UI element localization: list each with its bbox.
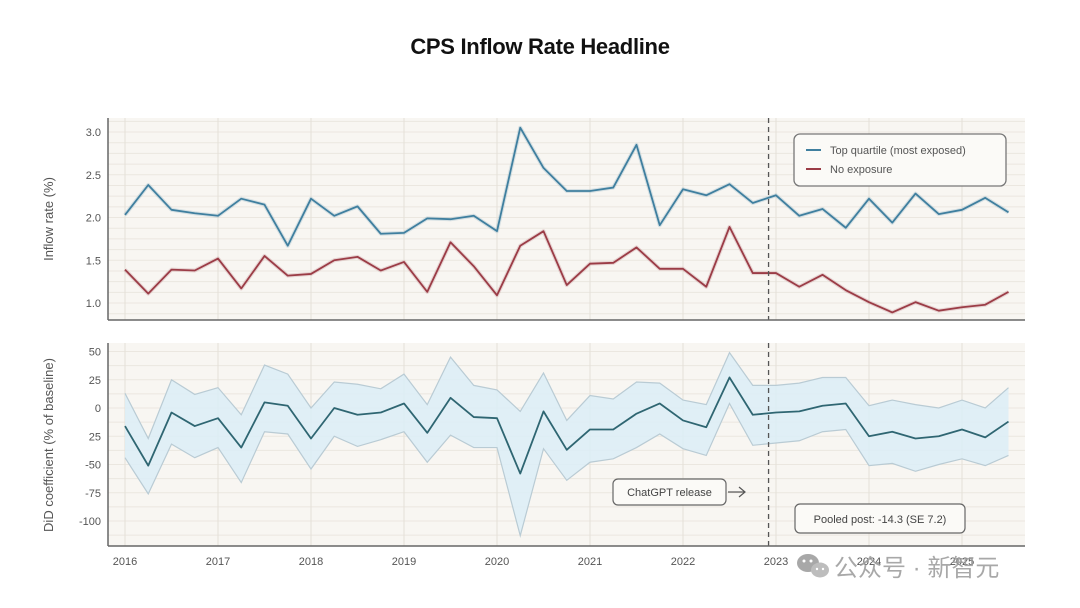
x-tick-label: 2016 (113, 556, 137, 568)
legend-label-top-quartile: Top quartile (most exposed) (830, 145, 966, 157)
pooled-post-box (794, 503, 966, 534)
watermark-text: 公众号 · 新智元 (834, 555, 999, 582)
top-y-tick-label: 2.5 (86, 170, 101, 182)
x-tick-label: 2017 (206, 556, 230, 568)
bottom-y-tick-label: -100 (79, 516, 101, 528)
x-tick-label: 2020 (485, 556, 509, 568)
top-y-tick-label: 3.0 (86, 127, 101, 139)
top-y-axis-label: Inflow rate (%) (41, 177, 56, 261)
legend-box (793, 133, 1007, 187)
legend-label-no-exposure: No exposure (830, 164, 892, 176)
chart-title: CPS Inflow Rate Headline (410, 34, 670, 59)
bottom-y-tick-label: 25 (89, 375, 101, 387)
pooled-post-annotation: Pooled post: -14.3 (SE 7.2) (794, 503, 966, 534)
watermark: 公众号 · 新智元 (797, 554, 999, 582)
top-y-tick-label: 2.0 (86, 213, 101, 225)
bottom-y-tick-label: -50 (85, 460, 101, 472)
chatgpt-release-annotation: ChatGPT release (612, 478, 746, 506)
top-panel: 1.0 1.5 2.0 2.5 3.0 Inflow rate (%) Top quar… (41, 118, 1025, 321)
bottom-y-axis-label: DiD coefficient (% of baseline) (41, 358, 56, 532)
x-ticks: 2016 2017 2018 2019 2020 2021 2022 2023 2024 2025 (113, 556, 974, 568)
top-series (123, 125, 1010, 315)
bottom-y-tick-label: -75 (85, 488, 101, 500)
x-tick-label: 2025 (950, 556, 974, 568)
confidence-band (125, 352, 1009, 536)
x-tick-label: 2018 (299, 556, 323, 568)
bottom-y-ticks: 50 25 0 25 -50 -75 -100 (79, 347, 101, 529)
chatgpt-release-box (612, 478, 727, 506)
arrow-right-icon (728, 486, 746, 498)
bottom-series (124, 351, 1010, 539)
top-y-tick-label: 1.5 (86, 255, 101, 267)
legend: Top quartile (most exposed) No exposure (793, 133, 1007, 187)
pooled-post-label: Pooled post: -14.3 (SE 7.2) (814, 514, 947, 526)
top-y-ticks: 1.0 1.5 2.0 2.5 3.0 (86, 127, 101, 310)
chatgpt-release-label: ChatGPT release (627, 487, 712, 499)
bottom-y-tick-label: 25 (89, 431, 101, 443)
bottom-y-tick-label: 0 (95, 403, 101, 415)
x-tick-label: 2024 (857, 556, 881, 568)
wechat-icon (797, 554, 829, 578)
x-tick-label: 2019 (392, 556, 416, 568)
x-tick-label: 2022 (671, 556, 695, 568)
x-tick-label: 2021 (578, 556, 602, 568)
top-y-tick-label: 1.0 (86, 298, 101, 310)
x-tick-label: 2023 (764, 556, 788, 568)
bottom-y-tick-label: 50 (89, 347, 101, 359)
upper-ci-line (124, 351, 1009, 440)
lower-ci-line (124, 402, 1009, 539)
